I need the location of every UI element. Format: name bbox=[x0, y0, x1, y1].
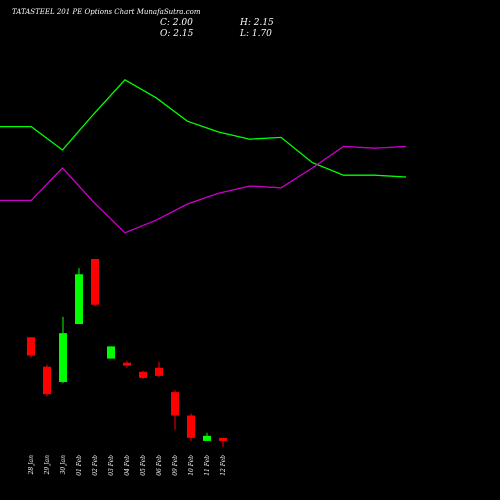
candle-body bbox=[139, 371, 147, 378]
candle-body bbox=[203, 435, 211, 441]
open-label: O: 2.15 bbox=[160, 29, 194, 39]
indicator-line bbox=[0, 78, 407, 178]
candle-body bbox=[59, 333, 67, 382]
x-tick-label: 03 Feb bbox=[108, 455, 115, 476]
x-tick-label: 30 Jan bbox=[60, 455, 67, 475]
close-label: C: 2.00 bbox=[160, 18, 193, 28]
x-tick-label: 10 Feb bbox=[188, 455, 195, 476]
x-tick-label: 05 Feb bbox=[140, 455, 147, 476]
x-tick-label: 04 Feb bbox=[124, 455, 131, 476]
indicator-line bbox=[0, 145, 407, 234]
candle-body bbox=[91, 259, 99, 305]
x-tick-label: 02 Feb bbox=[92, 455, 99, 476]
x-tick-label: 06 Feb bbox=[156, 455, 163, 476]
candle-body bbox=[187, 415, 195, 438]
candle-body bbox=[43, 366, 51, 395]
x-tick-label: 11 Feb bbox=[204, 455, 211, 476]
x-tick-label: 01 Feb bbox=[76, 455, 83, 476]
candle-body bbox=[155, 367, 163, 376]
high-label: H: 2.15 bbox=[239, 18, 274, 28]
candle-body bbox=[123, 362, 131, 366]
candle-body bbox=[75, 274, 83, 325]
chart-title: TATASTEEL 201 PE Options Chart MunafaSut… bbox=[12, 8, 201, 16]
x-tick-label: 29 Jan bbox=[44, 455, 51, 476]
candle-body bbox=[27, 337, 35, 356]
candle-body bbox=[107, 346, 115, 359]
x-tick-label: 12 Feb bbox=[220, 455, 227, 476]
candle-body bbox=[219, 437, 227, 441]
candle-body bbox=[171, 392, 179, 416]
low-label: L: 1.70 bbox=[239, 29, 272, 39]
x-tick-label: 09 Feb bbox=[172, 455, 179, 476]
x-tick-label: 28 Jan bbox=[28, 455, 35, 476]
